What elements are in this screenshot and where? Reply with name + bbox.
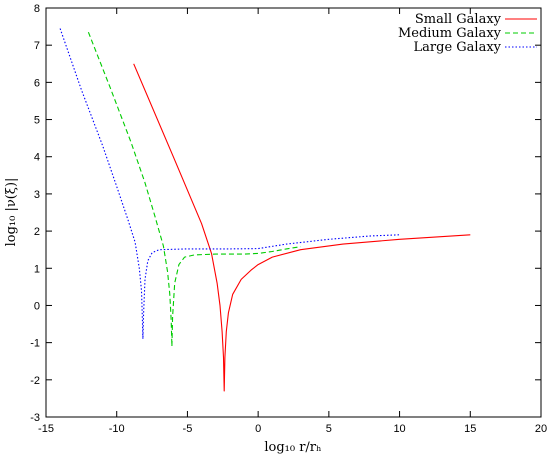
- series-line-medium-galaxy: [87, 31, 301, 347]
- x-tick-labels: -15 -10 -5 0 5 10 15 20: [38, 423, 547, 435]
- series-line-small-galaxy: [133, 63, 471, 392]
- x-tick-label: -5: [183, 423, 193, 435]
- x-axis-title: log₁₀ r/rₕ: [264, 440, 321, 455]
- x-tick-label: -15: [38, 423, 54, 435]
- x-tick-label: -10: [109, 423, 125, 435]
- legend: Small Galaxy Medium Galaxy Large Galaxy: [398, 12, 537, 55]
- y-tick-label: 3: [34, 189, 40, 201]
- y-tick-label: 5: [34, 115, 40, 127]
- legend-label-medium: Medium Galaxy: [398, 26, 502, 41]
- plot-frame: [45, 7, 542, 418]
- y-tick-label: 8: [34, 3, 40, 15]
- series-line-large-galaxy: [59, 28, 400, 340]
- x-tick-label: 5: [326, 423, 332, 435]
- y-tick-labels: -3 -2 -1 0 1 2 3 4 5 6 7 8: [30, 3, 40, 424]
- y-tick-label: 4: [34, 152, 40, 164]
- y-tick-label: -1: [30, 338, 40, 350]
- y-tick-label: 0: [34, 300, 40, 312]
- legend-label-large: Large Galaxy: [414, 40, 502, 55]
- y-tick-label: 1: [34, 263, 40, 275]
- series-layer: [59, 28, 471, 392]
- y-tick-label: 7: [34, 40, 40, 52]
- x-tick-label: 20: [535, 423, 547, 435]
- y-tick-label: -3: [30, 412, 40, 424]
- y-tick-label: -2: [30, 375, 40, 387]
- x-tick-label: 0: [255, 423, 261, 435]
- legend-label-small: Small Galaxy: [415, 12, 502, 27]
- x-tick-label: 10: [393, 423, 405, 435]
- x-tick-label: 15: [464, 423, 476, 435]
- y-tick-label: 6: [34, 77, 40, 89]
- axis-ticks: [45, 7, 542, 418]
- y-axis-title: log₁₀ |ν(ξ)|: [4, 178, 19, 247]
- y-tick-label: 2: [34, 226, 40, 238]
